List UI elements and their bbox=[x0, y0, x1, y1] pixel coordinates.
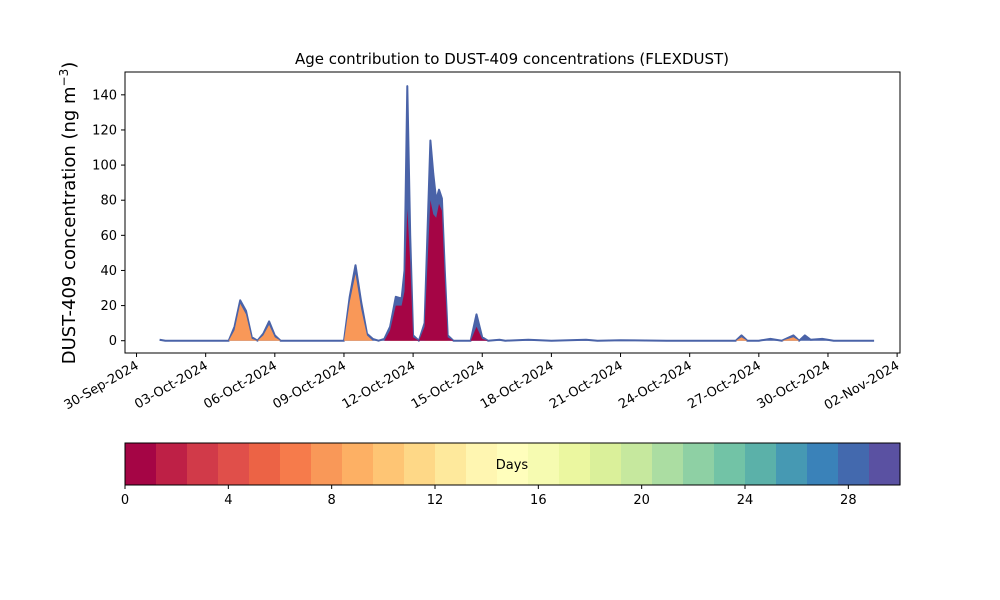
colorbar-label: Days bbox=[496, 458, 529, 473]
colorbar-tick-label: 8 bbox=[328, 493, 336, 508]
y-tick-label: 60 bbox=[100, 229, 117, 244]
x-tick-label: 24-Oct-2024 bbox=[616, 358, 694, 412]
x-tick-label: 27-Oct-2024 bbox=[685, 358, 763, 412]
colorbar-segment bbox=[776, 443, 808, 485]
y-tick-label: 100 bbox=[92, 159, 117, 174]
y-tick-label: 40 bbox=[100, 264, 117, 279]
x-tick-label: 15-Oct-2024 bbox=[409, 358, 487, 412]
x-tick-label: 06-Oct-2024 bbox=[201, 358, 279, 412]
plot-area: 0 20 40 60 80 100 120 140 30-Sep-202403-Oct-2024… bbox=[62, 71, 902, 413]
colorbar-frame bbox=[124, 442, 901, 486]
colorbar-tick-label: 28 bbox=[840, 493, 857, 508]
colorbar-segment bbox=[714, 443, 746, 485]
x-tick-label: 03-Oct-2024 bbox=[132, 358, 210, 412]
colorbar-segment bbox=[156, 443, 188, 485]
colorbar-segment bbox=[249, 443, 281, 485]
y-tick-label: 120 bbox=[92, 123, 117, 138]
colorbar-segment bbox=[187, 443, 219, 485]
x-tick-label: 30-Oct-2024 bbox=[755, 358, 833, 412]
series-area-2 bbox=[384, 200, 488, 341]
colorbar-segment bbox=[683, 443, 715, 485]
series-area-0 bbox=[159, 86, 875, 341]
colorbar-tick-label: 12 bbox=[427, 493, 444, 508]
colorbar-tick-label: 24 bbox=[737, 493, 754, 508]
colorbar-segment bbox=[652, 443, 684, 485]
colorbar-tick-label: 0 bbox=[121, 493, 129, 508]
axes-frame bbox=[124, 71, 901, 354]
colorbar-segment bbox=[590, 443, 622, 485]
series-line-0 bbox=[159, 85, 875, 342]
colorbar-segment bbox=[373, 443, 405, 485]
colorbar-segment bbox=[435, 443, 467, 485]
y-tick-label: 20 bbox=[100, 299, 117, 314]
colorbar-segment bbox=[869, 443, 901, 485]
y-tick-label: 0 bbox=[109, 334, 117, 349]
colorbar-segment bbox=[218, 443, 250, 485]
chart-title: Age contribution to DUST-409 concentrati… bbox=[295, 50, 729, 68]
y-tick-label: 80 bbox=[100, 194, 117, 209]
colorbar-segment bbox=[125, 443, 157, 485]
colorbar-segment bbox=[559, 443, 591, 485]
colorbar-tick-label: 4 bbox=[224, 493, 232, 508]
x-tick-label: 09-Oct-2024 bbox=[271, 358, 349, 412]
x-tick-label: 12-Oct-2024 bbox=[340, 358, 418, 412]
colorbar: Days 0 4 8 12 16 20 24 28 bbox=[121, 442, 901, 508]
colorbar-segment bbox=[311, 443, 343, 485]
x-tick-label: 18-Oct-2024 bbox=[478, 358, 556, 412]
colorbar-segment bbox=[807, 443, 839, 485]
series-area-1 bbox=[228, 274, 800, 341]
x-tick-label: 02-Nov-2024 bbox=[822, 358, 902, 413]
x-tick-label: 30-Sep-2024 bbox=[62, 358, 142, 413]
colorbar-tick-label: 20 bbox=[633, 493, 650, 508]
colorbar-segment bbox=[745, 443, 777, 485]
x-tick-label: 21-Oct-2024 bbox=[547, 358, 625, 412]
y-tick-label: 140 bbox=[92, 88, 117, 103]
colorbar-segment bbox=[528, 443, 560, 485]
colorbar-segment bbox=[342, 443, 374, 485]
colorbar-segment bbox=[497, 443, 529, 485]
colorbar-segment bbox=[621, 443, 653, 485]
colorbar-segment bbox=[466, 443, 498, 485]
colorbar-segment bbox=[838, 443, 870, 485]
colorbar-segment bbox=[280, 443, 312, 485]
y-axis-label: DUST-409 concentration (ng m−3) bbox=[57, 62, 80, 365]
colorbar-segment bbox=[404, 443, 436, 485]
colorbar-tick-label: 16 bbox=[530, 493, 547, 508]
